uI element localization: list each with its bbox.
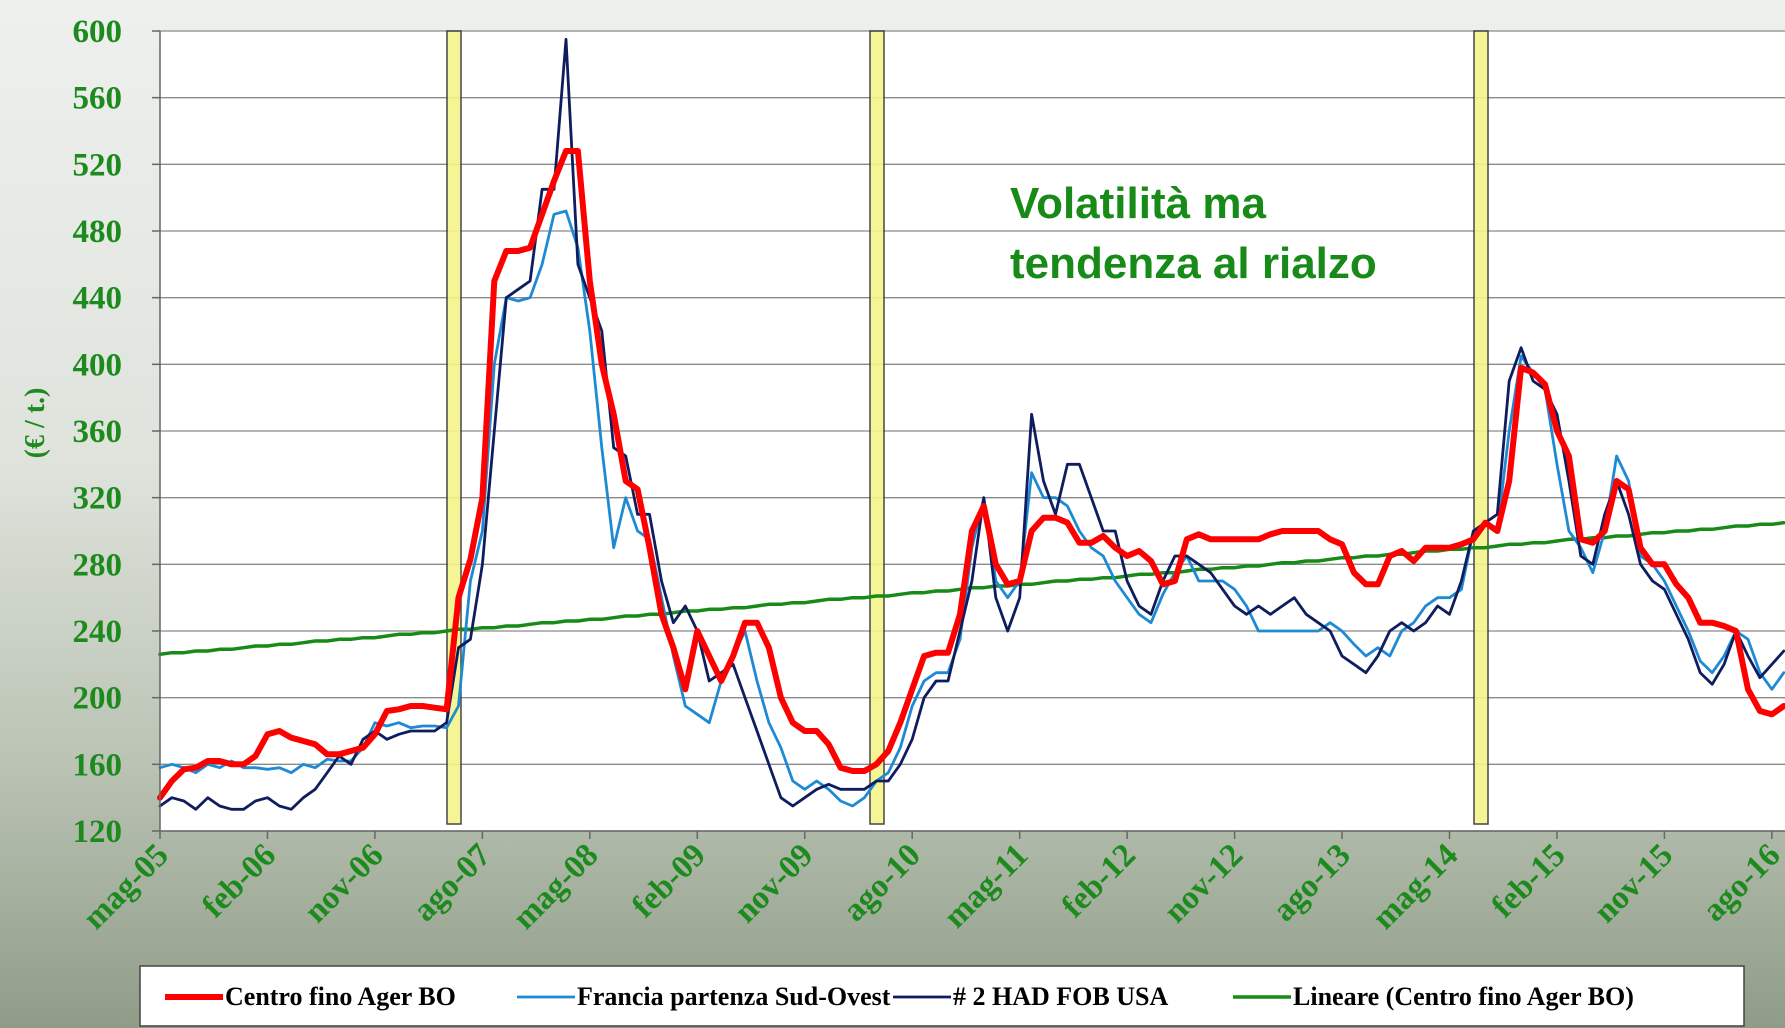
- y-tick-label: 240: [73, 614, 123, 650]
- x-tick-label: feb-09: [625, 837, 713, 925]
- x-tick-label: ago-13: [1266, 837, 1358, 929]
- x-tick-label: nov-12: [1157, 837, 1250, 930]
- y-tick-label: 560: [73, 81, 123, 117]
- x-tick-label: feb-15: [1485, 837, 1573, 925]
- x-tick-label: mag-14: [1366, 837, 1465, 936]
- annotation: tendenza al rialzo: [1010, 239, 1377, 288]
- x-tick-label: feb-06: [195, 837, 283, 925]
- y-tick-label: 440: [73, 281, 123, 317]
- y-tick-label: 400: [73, 347, 123, 383]
- x-tick-label: nov-09: [728, 837, 821, 930]
- y-tick-label: 120: [73, 814, 123, 850]
- annotation: Volatilità ma: [1010, 179, 1266, 228]
- chart: (€ / t.) Volatilità ma tendenza al rialz…: [0, 0, 1785, 1028]
- x-tick-label: ago-07: [406, 837, 498, 929]
- y-tick-label: 480: [73, 214, 123, 250]
- highlight-band: [1474, 31, 1488, 824]
- legend-label: # 2 HAD FOB USA: [953, 982, 1168, 1011]
- legend-label: Lineare (Centro fino Ager BO): [1293, 982, 1634, 1011]
- x-tick-label: ago-10: [836, 837, 928, 929]
- legend-label: Francia partenza Sud-Ovest: [577, 982, 891, 1011]
- y-tick-label: 360: [73, 414, 123, 450]
- y-tick-label: 280: [73, 547, 123, 583]
- y-tick-label: 160: [73, 747, 123, 783]
- x-tick-label: nov-15: [1587, 837, 1680, 930]
- highlight-band: [870, 31, 884, 824]
- legend-label: Centro fino Ager BO: [225, 982, 456, 1011]
- y-tick-label: 600: [73, 14, 123, 50]
- x-tick-label: ago-16: [1696, 837, 1785, 929]
- x-tick-label: mag-11: [937, 837, 1035, 935]
- x-tick-label: mag-08: [506, 837, 605, 936]
- y-tick-label: 520: [73, 147, 123, 183]
- y-axis-label: (€ / t.): [20, 388, 51, 459]
- x-tick-label: feb-12: [1055, 837, 1143, 925]
- y-tick-label: 320: [73, 481, 123, 517]
- y-tick-label: 200: [73, 681, 123, 717]
- x-tick-label: mag-05: [76, 837, 175, 936]
- x-tick-label: nov-06: [298, 837, 391, 930]
